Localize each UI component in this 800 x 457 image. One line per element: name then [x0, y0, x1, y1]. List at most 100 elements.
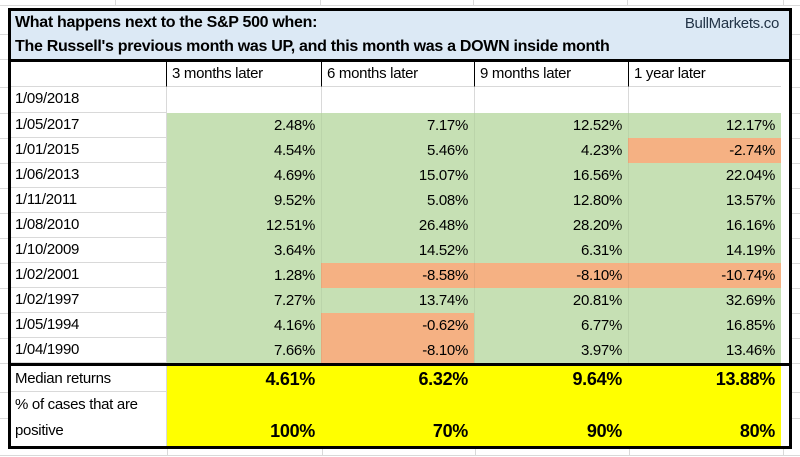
- date-cell[interactable]: 1/05/1994: [11, 313, 167, 338]
- date-cell[interactable]: 1/02/1997: [11, 288, 167, 313]
- median-value-cell[interactable]: 9.64%: [474, 366, 628, 392]
- median-label[interactable]: Median returns: [11, 366, 167, 392]
- percent-positive-value-cell[interactable]: 70%: [321, 392, 474, 446]
- value-cell[interactable]: 7.66%: [167, 338, 321, 363]
- table-row: 1/02/2001 1.28% -8.58% -8.10% -10.74%: [11, 263, 789, 288]
- gridline: [167, 449, 168, 455]
- corner-cell[interactable]: [11, 62, 167, 87]
- value-cell[interactable]: -10.74%: [628, 263, 781, 288]
- gridline: [0, 213, 8, 214]
- date-cell[interactable]: 1/02/2001: [11, 263, 167, 288]
- value-cell[interactable]: 3.97%: [474, 338, 628, 363]
- gridline: [475, 449, 476, 455]
- gridline: [0, 392, 8, 393]
- value-cell[interactable]: 16.56%: [474, 163, 628, 188]
- value-cell[interactable]: 26.48%: [321, 213, 474, 238]
- gridline: [0, 338, 8, 339]
- gridline: [0, 313, 8, 314]
- percent-positive-label[interactable]: % of cases that are positive: [11, 392, 167, 446]
- header-row: 3 months later 6 months later 9 months lat…: [11, 62, 789, 87]
- gridline: [0, 363, 8, 364]
- value-cell[interactable]: -8.58%: [321, 263, 474, 288]
- median-value-cell[interactable]: 4.61%: [167, 366, 321, 392]
- percent-positive-value-cell[interactable]: 100%: [167, 392, 321, 446]
- gridline: [792, 213, 800, 214]
- value-cell[interactable]: 6.77%: [474, 313, 628, 338]
- value-cell[interactable]: 4.23%: [474, 138, 628, 163]
- value-cell[interactable]: -0.62%: [321, 313, 474, 338]
- value-cell[interactable]: 3.64%: [167, 238, 321, 263]
- value-cell[interactable]: 13.74%: [321, 288, 474, 313]
- date-cell[interactable]: 1/04/1990: [11, 338, 167, 363]
- page-subtitle: The Russell's previous month was UP, and…: [15, 38, 610, 55]
- value-cell[interactable]: -8.10%: [474, 263, 628, 288]
- value-cell[interactable]: -2.74%: [628, 138, 781, 163]
- value-cell[interactable]: 12.17%: [628, 113, 781, 138]
- value-cell[interactable]: 20.81%: [474, 288, 628, 313]
- gridline: [629, 449, 630, 455]
- gridline: [320, 0, 321, 5]
- percent-positive-value-cell[interactable]: 90%: [474, 392, 628, 446]
- value-cell[interactable]: 14.52%: [321, 238, 474, 263]
- value-cell[interactable]: [628, 87, 781, 113]
- value-cell[interactable]: 22.04%: [628, 163, 781, 188]
- value-cell[interactable]: 4.54%: [167, 138, 321, 163]
- study-table: What happens next to the S&P 500 when: B…: [8, 8, 792, 449]
- percent-positive-value-cell[interactable]: 80%: [628, 392, 781, 446]
- date-cell[interactable]: 1/06/2013: [11, 163, 167, 188]
- value-cell[interactable]: 13.46%: [628, 338, 781, 363]
- value-cell[interactable]: 15.07%: [321, 163, 474, 188]
- date-cell[interactable]: 1/01/2015: [11, 138, 167, 163]
- value-cell[interactable]: 5.08%: [321, 188, 474, 213]
- value-cell[interactable]: 7.17%: [321, 113, 474, 138]
- value-cell[interactable]: [321, 87, 474, 113]
- date-cell[interactable]: 1/11/2011: [11, 188, 167, 213]
- value-cell[interactable]: 14.19%: [628, 238, 781, 263]
- median-row: Median returns 4.61% 6.32% 9.64% 13.88%: [11, 366, 789, 392]
- median-value-cell[interactable]: 6.32%: [321, 366, 474, 392]
- column-header-1[interactable]: 3 months later: [167, 62, 321, 87]
- table-row: 1/09/2018: [11, 87, 789, 113]
- value-cell[interactable]: [474, 87, 628, 113]
- column-header-3[interactable]: 9 months later: [474, 62, 628, 87]
- value-cell[interactable]: 16.16%: [628, 213, 781, 238]
- date-cell[interactable]: 1/05/2017: [11, 113, 167, 138]
- date-cell[interactable]: 1/09/2018: [11, 87, 167, 113]
- value-cell[interactable]: 12.80%: [474, 188, 628, 213]
- gridline: [0, 418, 8, 419]
- page-title: What happens next to the S&P 500 when:: [15, 14, 318, 31]
- value-cell[interactable]: 7.27%: [167, 288, 321, 313]
- value-cell[interactable]: 12.52%: [474, 113, 628, 138]
- column-header-2[interactable]: 6 months later: [321, 62, 474, 87]
- gridline: [0, 5, 800, 6]
- gridline: [792, 338, 800, 339]
- value-cell[interactable]: 12.51%: [167, 213, 321, 238]
- value-cell[interactable]: 16.85%: [628, 313, 781, 338]
- summary-divider: [11, 363, 789, 366]
- value-cell[interactable]: 5.46%: [321, 138, 474, 163]
- gridline: [322, 449, 323, 455]
- value-cell[interactable]: 28.20%: [474, 213, 628, 238]
- date-cell[interactable]: 1/10/2009: [11, 238, 167, 263]
- title-block: What happens next to the S&P 500 when: B…: [11, 11, 789, 62]
- gridline: [115, 0, 116, 5]
- value-cell[interactable]: -8.10%: [321, 338, 474, 363]
- value-cell[interactable]: 9.52%: [167, 188, 321, 213]
- brand-label: BullMarkets.co: [684, 14, 779, 32]
- value-cell[interactable]: 6.31%: [474, 238, 628, 263]
- date-cell[interactable]: 1/08/2010: [11, 213, 167, 238]
- gridline: [0, 59, 8, 60]
- value-cell[interactable]: 2.48%: [167, 113, 321, 138]
- value-cell[interactable]: 4.69%: [167, 163, 321, 188]
- value-cell[interactable]: 1.28%: [167, 263, 321, 288]
- table-row: 1/06/2013 4.69% 15.07% 16.56% 22.04%: [11, 163, 789, 188]
- median-value-cell[interactable]: 13.88%: [628, 366, 781, 392]
- table-row: 1/10/2009 3.64% 14.52% 6.31% 14.19%: [11, 238, 789, 263]
- gridline: [792, 288, 800, 289]
- value-cell[interactable]: 32.69%: [628, 288, 781, 313]
- gridline: [792, 363, 800, 364]
- value-cell[interactable]: 4.16%: [167, 313, 321, 338]
- value-cell[interactable]: [167, 87, 321, 113]
- column-header-4[interactable]: 1 year later: [628, 62, 781, 87]
- value-cell[interactable]: 13.57%: [628, 188, 781, 213]
